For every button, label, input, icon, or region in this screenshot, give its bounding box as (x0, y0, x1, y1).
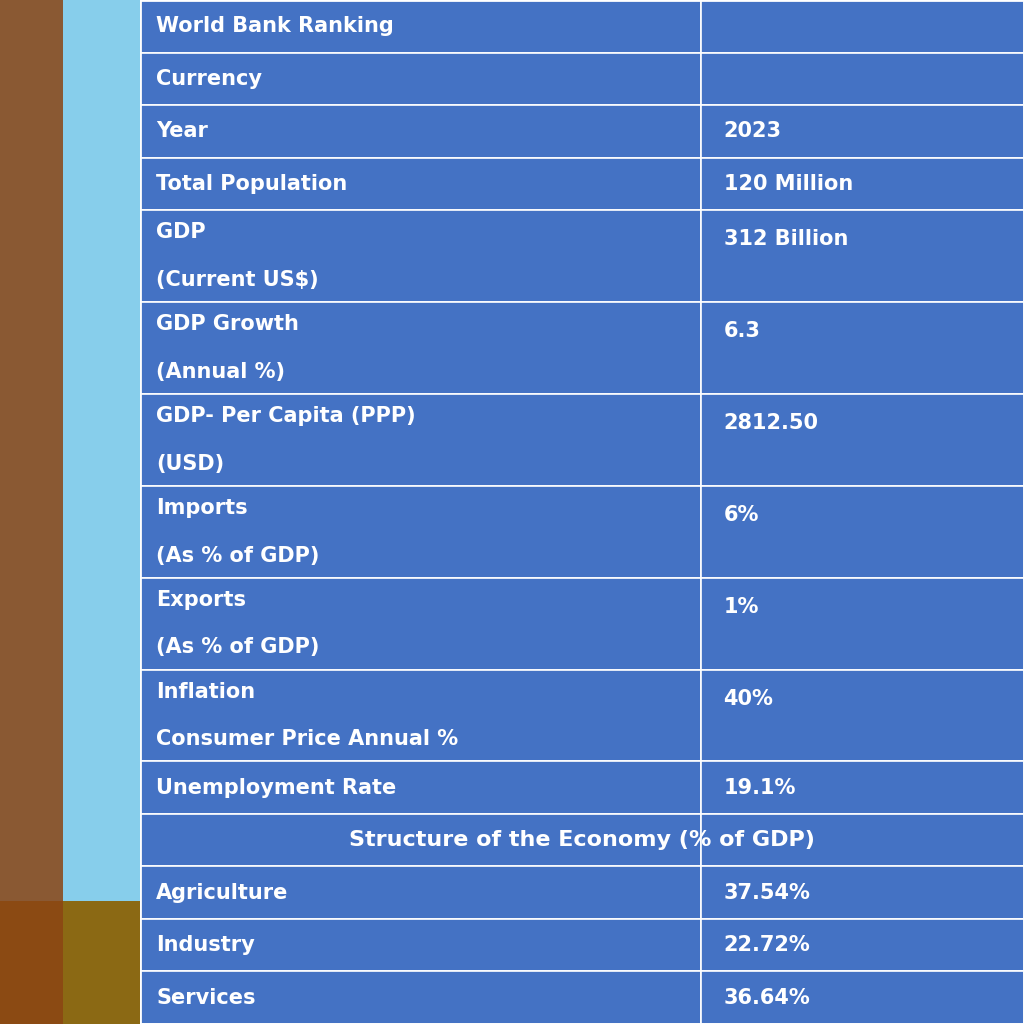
Text: 40%: 40% (724, 689, 773, 709)
Text: Consumer Price Annual %: Consumer Price Annual % (157, 729, 459, 750)
Bar (701, 919, 1024, 972)
Text: 120 Million: 120 Million (724, 174, 853, 194)
Text: 19.1%: 19.1% (724, 777, 796, 798)
Bar (701, 394, 1024, 485)
Text: Exports: Exports (157, 590, 246, 609)
Bar (701, 52, 1024, 105)
Text: Structure of the Economy (% of GDP): Structure of the Economy (% of GDP) (349, 830, 815, 850)
Text: (As % of GDP): (As % of GDP) (157, 546, 319, 565)
Text: Agriculture: Agriculture (157, 883, 289, 903)
Text: GDP- Per Capita (PPP): GDP- Per Capita (PPP) (157, 406, 416, 426)
Bar (140, 670, 701, 762)
Text: 2812.50: 2812.50 (724, 414, 818, 433)
Text: Currency: Currency (157, 69, 262, 89)
Text: Imports: Imports (157, 498, 248, 518)
Text: Total Population: Total Population (157, 174, 347, 194)
Bar (140, 302, 701, 394)
Text: GDP Growth: GDP Growth (157, 314, 299, 334)
Text: (Current US$): (Current US$) (157, 270, 318, 290)
Bar (0, 0, 63, 1024)
Text: Inflation: Inflation (157, 682, 255, 701)
Bar (701, 814, 1024, 866)
Bar (140, 578, 701, 670)
Bar (701, 866, 1024, 919)
Bar (140, 866, 701, 919)
Text: (USD): (USD) (157, 454, 224, 474)
Text: 22.72%: 22.72% (724, 935, 810, 955)
Text: (As % of GDP): (As % of GDP) (157, 638, 319, 657)
Text: 37.54%: 37.54% (724, 883, 810, 903)
Text: 1%: 1% (724, 597, 759, 617)
Text: Industry: Industry (157, 935, 255, 955)
Bar (701, 158, 1024, 210)
Bar (140, 158, 701, 210)
Bar (701, 972, 1024, 1024)
Bar (701, 762, 1024, 814)
Text: 36.64%: 36.64% (724, 988, 810, 1008)
Text: Year: Year (157, 121, 208, 141)
Bar (140, 814, 701, 866)
Text: GDP: GDP (157, 222, 206, 242)
Text: (Annual %): (Annual %) (157, 361, 286, 382)
Bar (140, 762, 701, 814)
Bar (140, 394, 701, 485)
Bar (140, 972, 701, 1024)
Bar (140, 919, 701, 972)
Bar (701, 0, 1024, 52)
Bar (140, 485, 701, 578)
Bar (140, 210, 701, 302)
Bar (701, 578, 1024, 670)
Bar (140, 105, 701, 158)
Text: 2023: 2023 (724, 121, 781, 141)
Text: 6%: 6% (724, 505, 759, 525)
Bar (701, 210, 1024, 302)
Bar (701, 485, 1024, 578)
Bar (140, 52, 701, 105)
Text: 312 Billion: 312 Billion (724, 229, 848, 250)
Text: World Bank Ranking: World Bank Ranking (157, 16, 394, 36)
Bar (140, 0, 701, 52)
Bar (701, 105, 1024, 158)
Bar (701, 670, 1024, 762)
Text: Unemployment Rate: Unemployment Rate (157, 777, 396, 798)
Text: Services: Services (157, 988, 256, 1008)
Bar (0, 901, 140, 1024)
Bar (701, 302, 1024, 394)
Text: 6.3: 6.3 (724, 322, 761, 341)
